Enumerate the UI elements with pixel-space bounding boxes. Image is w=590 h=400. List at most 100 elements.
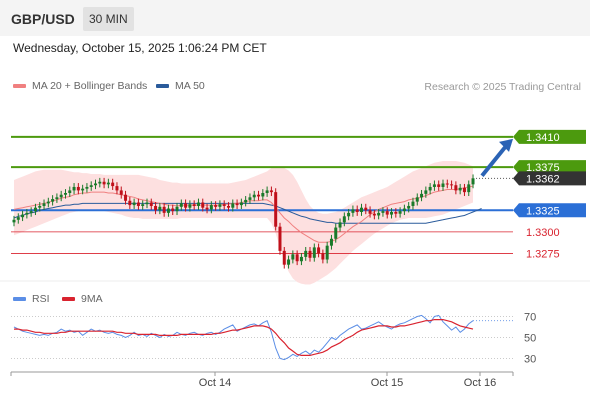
- candle-body: [231, 203, 235, 208]
- candle-body: [261, 193, 265, 197]
- level-tag-1.3410: [513, 129, 586, 144]
- currency-pair-title: GBP/USD: [11, 11, 75, 27]
- candle-body: [454, 185, 458, 191]
- level-label-1.3325: 1.3325: [526, 205, 560, 217]
- candle-body: [175, 206, 179, 212]
- level-tag-1.3325: [513, 203, 586, 218]
- candle-body: [398, 211, 402, 214]
- candle-body: [355, 209, 359, 212]
- candle-body: [184, 203, 188, 208]
- candle-body: [154, 205, 158, 211]
- x-tick-label: Oct 14: [199, 377, 231, 389]
- candle-body: [415, 197, 419, 202]
- candle-body: [25, 212, 29, 215]
- candle-body: [334, 227, 338, 239]
- projection-arrow-shaft: [480, 143, 509, 177]
- legend-rsi-ma: 9MA: [62, 293, 103, 305]
- candle-body: [312, 247, 316, 258]
- candle-body: [368, 210, 372, 214]
- candle-body: [166, 208, 170, 213]
- candle-body: [385, 211, 389, 215]
- candle-body: [257, 194, 261, 197]
- candle-body: [162, 206, 166, 213]
- candle-body: [141, 204, 145, 206]
- candle-body: [394, 212, 398, 214]
- candle-body: [450, 184, 454, 186]
- ma50-swatch: [156, 84, 169, 89]
- candle-body: [265, 190, 269, 193]
- ma20-label: MA 20 + Bollinger Bands: [32, 80, 148, 92]
- candle-body: [458, 187, 462, 191]
- candle-body: [76, 186, 80, 191]
- rsi-tick-30: 30: [524, 354, 536, 366]
- candle-body: [308, 250, 312, 258]
- candle-body: [21, 214, 25, 218]
- candle-body: [115, 186, 119, 191]
- candle-body: [192, 204, 196, 206]
- x-tick-label: Oct 15: [371, 377, 403, 389]
- candles: [12, 174, 475, 269]
- candle-body: [462, 187, 466, 193]
- timeframe-button[interactable]: 30 MIN: [83, 7, 134, 31]
- candle-body: [244, 199, 248, 203]
- candle-body: [248, 197, 252, 200]
- candle-body: [111, 182, 115, 187]
- level-label-1.3275: 1.3275: [526, 248, 560, 260]
- rsi-tick-70: 70: [524, 312, 536, 324]
- candle-body: [149, 202, 153, 206]
- candle-body: [291, 254, 295, 260]
- candle-body: [94, 183, 98, 186]
- candle-body: [201, 202, 205, 208]
- candle-body: [239, 202, 243, 206]
- candle-body: [136, 202, 140, 206]
- candle-body: [46, 201, 50, 204]
- candle-body: [338, 222, 342, 228]
- candle-body: [428, 186, 432, 191]
- legend-ma50: MA 50: [156, 80, 205, 92]
- candle-body: [16, 217, 20, 220]
- x-tick-label: Oct 16: [464, 377, 496, 389]
- level-tag-1.3375: [513, 160, 586, 175]
- candle-body: [359, 207, 363, 212]
- candle-body: [377, 212, 381, 216]
- candle-body: [471, 178, 475, 185]
- candle-body: [42, 203, 46, 206]
- candle-body: [29, 211, 33, 213]
- candle-body: [128, 200, 132, 206]
- candle-body: [55, 197, 59, 200]
- candle-body: [269, 190, 273, 193]
- candle-body: [282, 250, 286, 265]
- candle-body: [98, 181, 102, 184]
- ma50-label: MA 50: [175, 80, 205, 92]
- chart-datetime: Wednesday, October 15, 2025 1:06:24 PM C…: [13, 41, 267, 55]
- candle-body: [205, 207, 209, 210]
- candle-body: [407, 205, 411, 209]
- candle-body: [274, 192, 278, 227]
- level-label-1.3375: 1.3375: [526, 162, 560, 174]
- candle-body: [72, 186, 76, 191]
- candle-body: [390, 212, 394, 215]
- candle-body: [321, 253, 325, 260]
- candle-body: [63, 193, 67, 195]
- candle-body: [372, 213, 376, 216]
- candle-body: [304, 250, 308, 257]
- candle-body: [445, 183, 449, 185]
- candle-body: [329, 238, 333, 246]
- ma20-line: [13, 185, 474, 243]
- candle-body: [179, 203, 183, 207]
- candle-body: [89, 185, 93, 187]
- candle-body: [351, 209, 355, 213]
- candle-body: [33, 207, 37, 212]
- ma50-line: [13, 202, 482, 224]
- rsi-ma-swatch: [62, 297, 75, 302]
- candle-body: [209, 205, 213, 210]
- candle-body: [218, 204, 222, 207]
- bollinger-band: [14, 161, 473, 285]
- candle-body: [196, 202, 200, 206]
- candle-body: [59, 194, 63, 198]
- candle-body: [158, 206, 162, 211]
- rsi-swatch: [13, 297, 26, 302]
- candle-body: [12, 219, 16, 223]
- candle-body: [81, 188, 85, 191]
